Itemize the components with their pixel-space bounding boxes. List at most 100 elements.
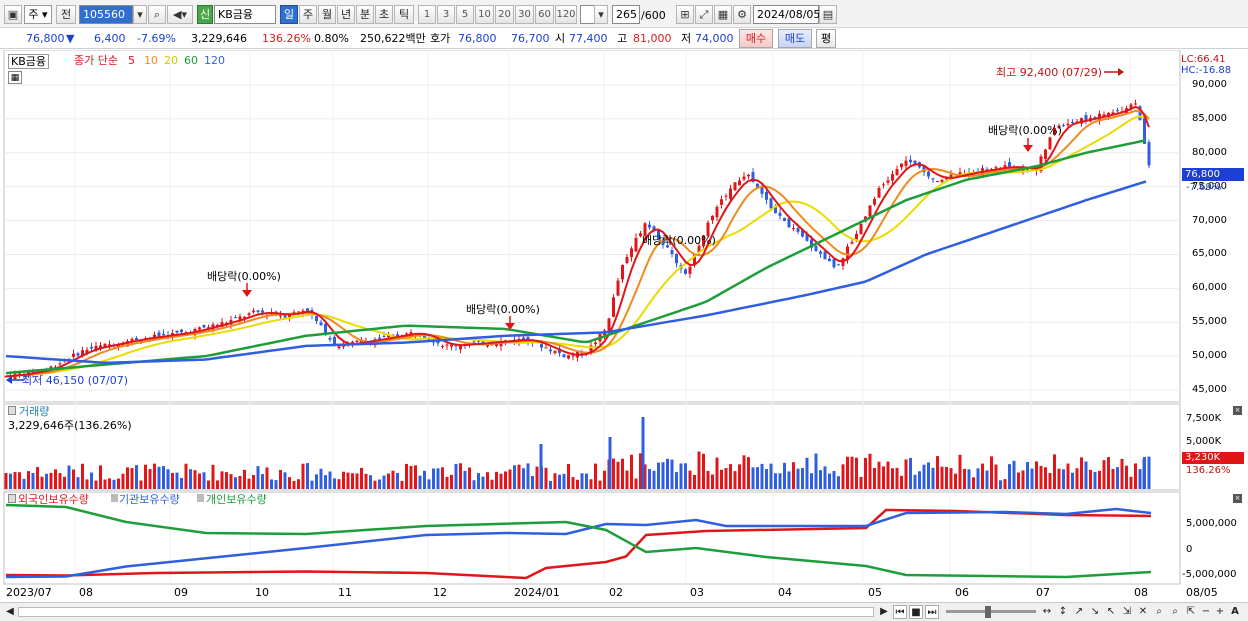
stock-name-field[interactable]: KB금융 bbox=[214, 5, 276, 24]
volume-bar bbox=[661, 462, 665, 489]
volume-bar bbox=[67, 465, 71, 489]
chevron-down-icon[interactable]: ▾ bbox=[594, 5, 608, 24]
scroll-track[interactable] bbox=[18, 607, 874, 617]
volume-bar bbox=[63, 476, 66, 489]
sell-button[interactable]: 매도 bbox=[778, 29, 812, 48]
x-tick-0805: 08/05 bbox=[1186, 586, 1218, 599]
interval-1[interactable]: 1 bbox=[418, 5, 436, 24]
auto-scale-icon[interactable]: A bbox=[1231, 606, 1239, 617]
stock-chart[interactable]: KB금융 종가 단순 5 10 20 60 120 ▦ 최고 92,400 (0… bbox=[0, 50, 1248, 602]
scroll-right-icon[interactable]: ▶ bbox=[880, 606, 888, 617]
interval-60[interactable]: 60 bbox=[535, 5, 554, 24]
period-month[interactable]: 월 bbox=[318, 5, 336, 24]
close-icon[interactable]: × bbox=[1233, 406, 1242, 415]
code-input[interactable]: 105560 bbox=[79, 5, 133, 24]
candle bbox=[333, 336, 336, 347]
period-tick[interactable]: 틱 bbox=[394, 5, 414, 24]
search-icon[interactable]: ⌕ bbox=[148, 5, 166, 24]
rewind-icon[interactable]: ⏮ bbox=[893, 605, 907, 619]
chevron-down-icon[interactable]: ▾ bbox=[133, 5, 147, 24]
period-year[interactable]: 년 bbox=[337, 5, 355, 24]
panel-toggle-icon[interactable] bbox=[8, 494, 16, 503]
volume-bar bbox=[652, 470, 656, 489]
pan-icon[interactable]: ⇱ bbox=[1186, 606, 1196, 617]
candle bbox=[612, 297, 615, 317]
open-label: 시 bbox=[555, 32, 566, 45]
volume-bar bbox=[22, 478, 26, 489]
interval-10[interactable]: 10 bbox=[475, 5, 494, 24]
holding-panel[interactable] bbox=[3, 491, 1181, 585]
legend-stock-name[interactable]: KB금융 bbox=[8, 54, 49, 69]
close-icon[interactable]: × bbox=[1233, 494, 1242, 503]
candle bbox=[540, 344, 543, 348]
zoom-slider-thumb[interactable] bbox=[985, 606, 991, 618]
candle bbox=[238, 316, 242, 320]
search-icon[interactable]: ⌕ bbox=[1172, 606, 1178, 617]
cursor-icon[interactable]: ↖ bbox=[1106, 606, 1116, 617]
volume-bar bbox=[945, 466, 948, 489]
chart-type-icon[interactable]: ⊞ bbox=[676, 5, 694, 24]
indicator-list-icon[interactable]: ▦ bbox=[8, 71, 22, 84]
volume-bar bbox=[477, 473, 480, 489]
crosshair-icon[interactable]: ↔ bbox=[1042, 606, 1052, 617]
interval-5[interactable]: 5 bbox=[456, 5, 474, 24]
expand-icon[interactable]: ↕ bbox=[1058, 606, 1068, 617]
draw-tool-icon[interactable]: ⤢ bbox=[695, 5, 713, 24]
candle bbox=[328, 337, 332, 340]
period-week[interactable]: 주 bbox=[299, 5, 317, 24]
candle bbox=[1147, 142, 1151, 166]
candle bbox=[868, 205, 872, 217]
candle bbox=[162, 333, 165, 336]
volume-bar bbox=[688, 470, 692, 489]
ma60-line bbox=[5, 139, 1147, 375]
zoom-slider[interactable] bbox=[946, 610, 1036, 613]
candle bbox=[765, 191, 768, 200]
volume-bar bbox=[670, 459, 674, 489]
line-icon[interactable]: ↘ bbox=[1090, 606, 1100, 617]
draw-icon[interactable]: ↗ bbox=[1074, 606, 1084, 617]
period-minute[interactable]: 분 bbox=[356, 5, 374, 24]
period-second[interactable]: 초 bbox=[375, 5, 393, 24]
x-tick-02: 02 bbox=[609, 586, 623, 599]
interval-120[interactable]: 120 bbox=[555, 5, 577, 24]
date-input[interactable]: 2024/08/05 bbox=[753, 5, 820, 24]
stop-icon[interactable]: ■ bbox=[909, 605, 923, 619]
period-day[interactable]: 일 bbox=[280, 5, 298, 24]
count-input[interactable]: 265 bbox=[612, 5, 640, 24]
panel-toggle-icon[interactable] bbox=[8, 406, 16, 415]
volume-bar bbox=[99, 465, 102, 489]
market-select[interactable]: 주 ▾ bbox=[24, 5, 52, 24]
zoom-icon[interactable]: ⌕ bbox=[1156, 606, 1162, 617]
interval-20[interactable]: 20 bbox=[495, 5, 514, 24]
candle bbox=[49, 366, 53, 368]
zoom-in-icon[interactable]: + bbox=[1215, 606, 1225, 617]
prev-button[interactable]: 전 bbox=[56, 5, 76, 24]
volume-current-tag: 3,230K bbox=[1182, 452, 1244, 464]
chart-canvas[interactable] bbox=[0, 50, 1248, 602]
candle bbox=[783, 218, 786, 221]
eval-button[interactable]: 평 bbox=[816, 29, 836, 48]
interval-30[interactable]: 30 bbox=[515, 5, 534, 24]
volume-bar bbox=[922, 464, 926, 489]
price-panel[interactable] bbox=[3, 50, 1181, 403]
speaker-icon[interactable]: ◀▾ bbox=[167, 5, 193, 24]
layout-icon[interactable]: ▣ bbox=[4, 5, 22, 24]
volume-bar bbox=[31, 472, 35, 489]
volume-bar bbox=[360, 467, 363, 489]
cross-icon[interactable]: ✕ bbox=[1138, 606, 1148, 617]
scroll-left-icon[interactable]: ◀ bbox=[6, 606, 14, 617]
buy-button[interactable]: 매수 bbox=[739, 29, 773, 48]
candle bbox=[94, 345, 98, 351]
scale-icon[interactable]: ▦ bbox=[714, 5, 732, 24]
gear-icon[interactable]: ⚙ bbox=[733, 5, 751, 24]
volume-panel[interactable] bbox=[3, 403, 1181, 491]
interval-3[interactable]: 3 bbox=[437, 5, 455, 24]
zoom-out-icon[interactable]: − bbox=[1201, 606, 1211, 617]
holding-tick-5m: 5,000,000 bbox=[1186, 518, 1237, 529]
candle bbox=[1093, 116, 1097, 118]
forward-icon[interactable]: ⏭ bbox=[925, 605, 939, 619]
price-tick: 70,000 bbox=[1192, 214, 1227, 226]
calendar-icon[interactable]: ▤ bbox=[819, 5, 837, 24]
candle bbox=[729, 188, 732, 199]
magnet-icon[interactable]: ⇲ bbox=[1122, 606, 1132, 617]
